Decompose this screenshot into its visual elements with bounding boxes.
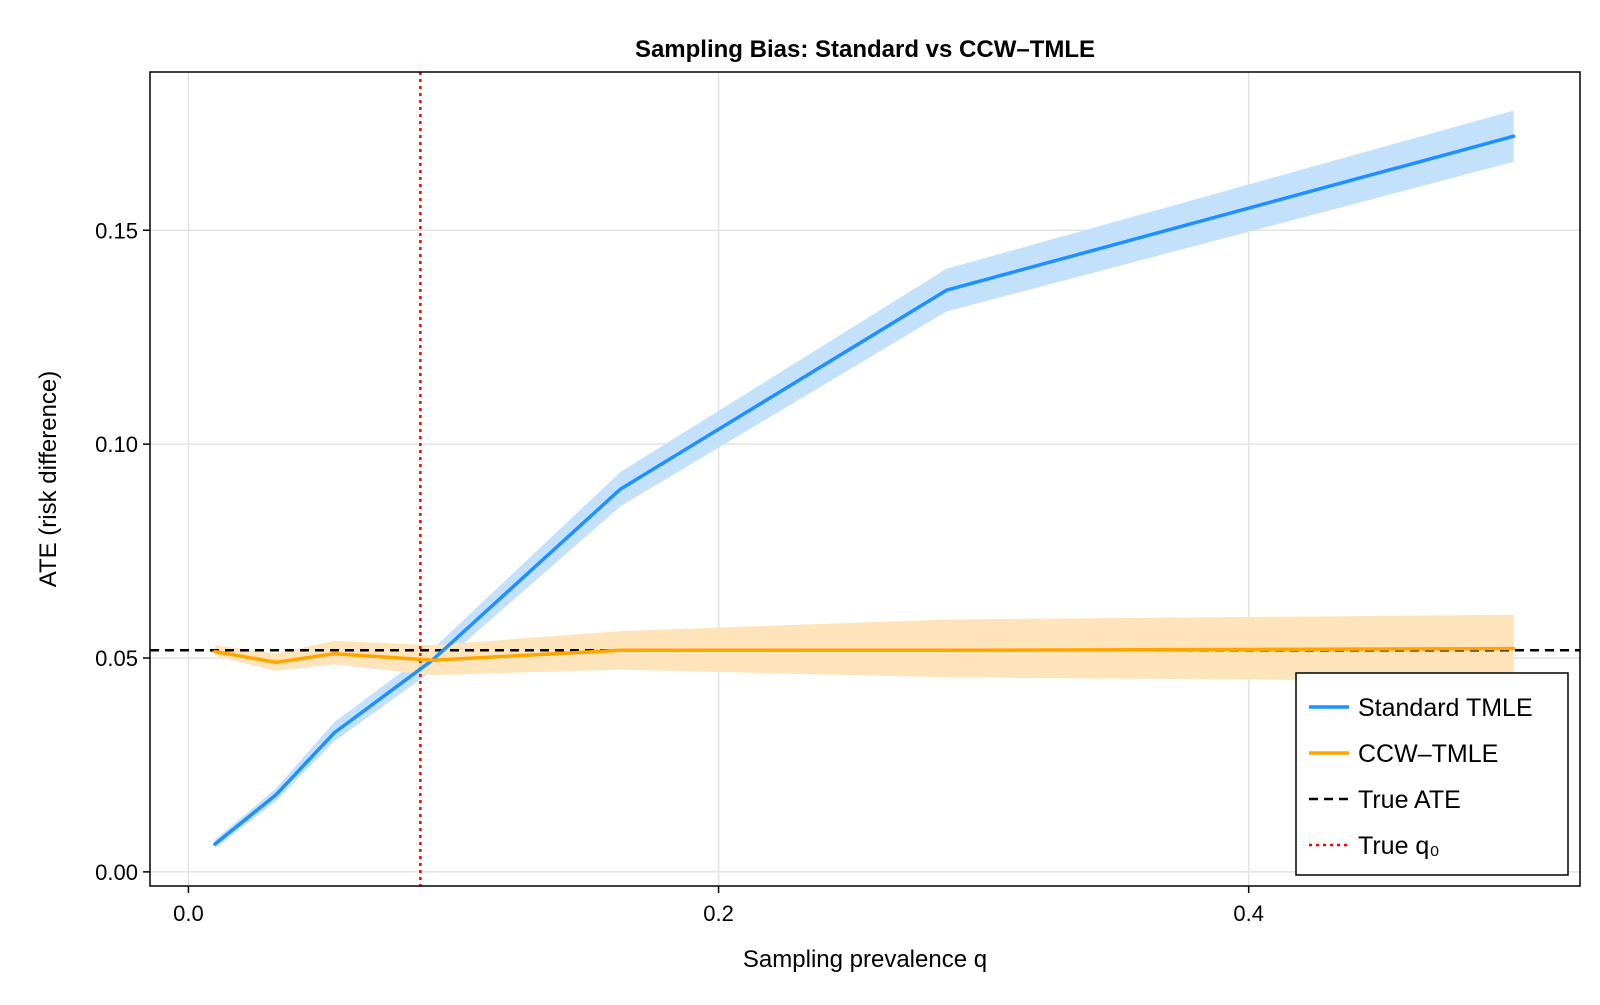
x-tick-label: 0.4 xyxy=(1233,901,1264,926)
x-tick-label: 0.2 xyxy=(703,901,734,926)
legend-label: CCW–TMLE xyxy=(1358,740,1498,768)
legend-items: Standard TMLE CCW–TMLE True ATE True q₀ xyxy=(1309,694,1533,860)
axis-ticks: 0.0 0.2 0.4 0.00 0.05 0.10 0.15 xyxy=(95,218,1264,926)
confidence-band-standard-tmle xyxy=(214,110,1514,849)
legend: Standard TMLE CCW–TMLE True ATE True q₀ xyxy=(1295,672,1569,876)
legend-label: True q₀ xyxy=(1358,832,1440,860)
series-lines xyxy=(213,134,1516,846)
y-tick-label: 0.15 xyxy=(95,218,138,243)
x-axis-label: Sampling prevalence q xyxy=(743,946,987,973)
series-line-ccw-tmle xyxy=(213,646,1516,665)
x-tick-label: 0.0 xyxy=(173,901,204,926)
confidence-band-ccw-tmle xyxy=(214,614,1514,682)
chart-title: Sampling Bias: Standard vs CCW–TMLE xyxy=(635,36,1095,63)
legend-label: True ATE xyxy=(1358,786,1461,814)
plot-frame xyxy=(149,71,1581,887)
y-tick-label: 0.10 xyxy=(95,432,138,457)
y-axis-label: ATE (risk difference) xyxy=(35,371,62,588)
y-tick-label: 0.00 xyxy=(95,860,138,885)
y-tick-label: 0.05 xyxy=(95,646,138,671)
legend-label: Standard TMLE xyxy=(1358,694,1533,722)
confidence-bands xyxy=(214,110,1514,849)
